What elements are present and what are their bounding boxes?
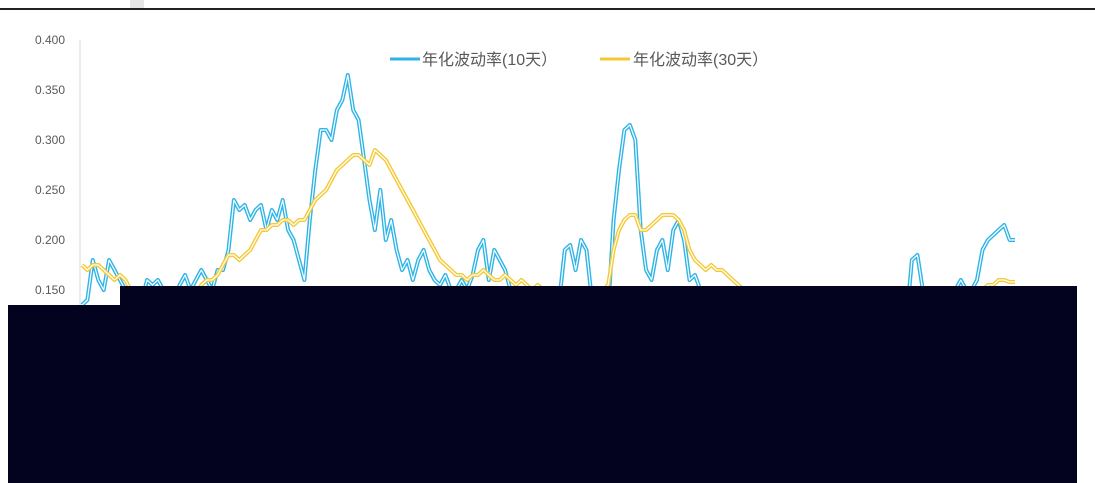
redaction-block-lower [8, 305, 1077, 483]
redaction-block-upper [120, 286, 1077, 306]
legend-item-10d: 年化波动率(10天） [390, 51, 557, 69]
legend: 年化波动率(10天） 年化波动率(30天） [390, 51, 768, 69]
y-tick-label: 0.350 [35, 83, 65, 97]
y-tick-label: 0.150 [35, 283, 65, 297]
y-tick-label: 0.400 [35, 33, 65, 47]
legend-item-30d: 年化波动率(30天） [600, 51, 768, 69]
top-divider [0, 8, 1095, 10]
y-tick-label: 0.250 [35, 183, 65, 197]
y-tick-label: 0.300 [35, 133, 65, 147]
legend-label-30d: 年化波动率(30天） [633, 51, 768, 69]
y-tick-label: 0.200 [35, 233, 65, 247]
legend-label-10d: 年化波动率(10天） [422, 51, 557, 69]
top-tab-stub [130, 0, 144, 8]
